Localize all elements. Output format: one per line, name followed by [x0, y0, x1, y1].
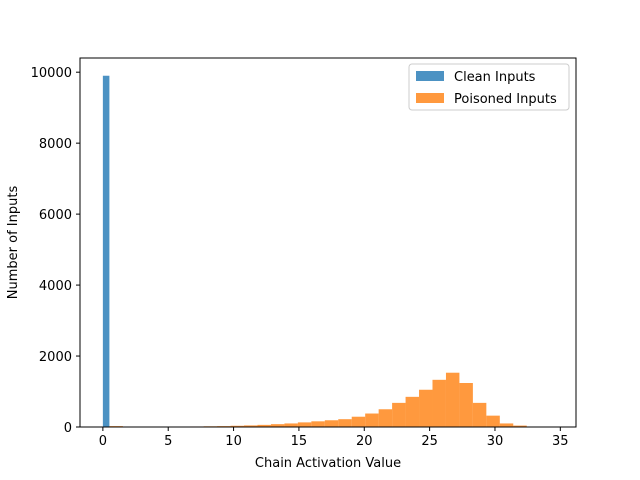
bar-poisoned-inputs-29: [499, 423, 514, 427]
legend-swatch-clean-inputs: [416, 71, 444, 81]
y-tick-label: 2000: [39, 350, 72, 365]
bar-poisoned-inputs-17: [338, 419, 352, 427]
bar-poisoned-inputs-16: [324, 420, 339, 427]
legend-swatch-poisoned-inputs: [416, 93, 444, 103]
y-tick-label: 6000: [39, 208, 72, 223]
bar-poisoned-inputs-14: [297, 422, 312, 427]
bar-poisoned-inputs-28: [486, 415, 500, 427]
x-tick-label: 0: [99, 434, 107, 449]
legend-label-clean-inputs: Clean Inputs: [454, 70, 536, 85]
bar-poisoned-inputs-30: [513, 425, 527, 427]
x-tick-label: 15: [291, 434, 308, 449]
x-tick-label: 30: [487, 434, 504, 449]
bar-poisoned-inputs-27: [472, 402, 487, 427]
y-tick-label: 4000: [39, 279, 72, 294]
bar-poisoned-inputs-26: [459, 383, 473, 427]
bar-poisoned-inputs-11: [257, 424, 271, 427]
bar-poisoned-inputs-21: [392, 402, 406, 427]
y-axis-label: Number of Inputs: [6, 186, 21, 300]
bar-poisoned-inputs-12: [270, 424, 285, 427]
bar-poisoned-inputs-22: [405, 396, 420, 427]
y-tick-label: 0: [64, 421, 72, 436]
bar-poisoned-inputs-20: [378, 409, 393, 427]
legend: Clean Inputs Poisoned Inputs: [408, 63, 570, 111]
x-axis-label: Chain Activation Value: [255, 456, 401, 471]
x-tick-label: 5: [164, 434, 172, 449]
x-tick-label: 35: [552, 434, 569, 449]
bar-clean-inputs-0: [102, 75, 110, 428]
bar-poisoned-inputs-23: [419, 389, 433, 427]
y-tick-label: 10000: [31, 66, 72, 81]
y-axis-ticks: 0 2000 4000 6000 8000 10000: [31, 66, 80, 436]
x-tick-label: 20: [356, 434, 373, 449]
bar-poisoned-inputs-13: [284, 423, 298, 427]
bar-poisoned-inputs-19: [365, 413, 379, 427]
legend-box: [408, 63, 570, 111]
bar-poisoned-inputs-25: [445, 372, 460, 427]
axes-frame: [79, 57, 577, 428]
x-axis-ticks: 0 5 10 15 20 25 30 35: [99, 427, 569, 449]
bar-poisoned-inputs-10: [244, 425, 258, 427]
y-tick-label: 8000: [39, 137, 72, 152]
bar-poisoned-inputs-9: [230, 425, 245, 427]
x-tick-label: 10: [225, 434, 242, 449]
bar-poisoned-inputs-24: [432, 379, 446, 427]
legend-label-poisoned-inputs: Poisoned Inputs: [454, 92, 557, 107]
bar-poisoned-inputs-18: [351, 416, 366, 427]
x-tick-label: 25: [421, 434, 438, 449]
bar-poisoned-inputs-15: [311, 421, 325, 427]
bars-layer: [102, 75, 541, 428]
